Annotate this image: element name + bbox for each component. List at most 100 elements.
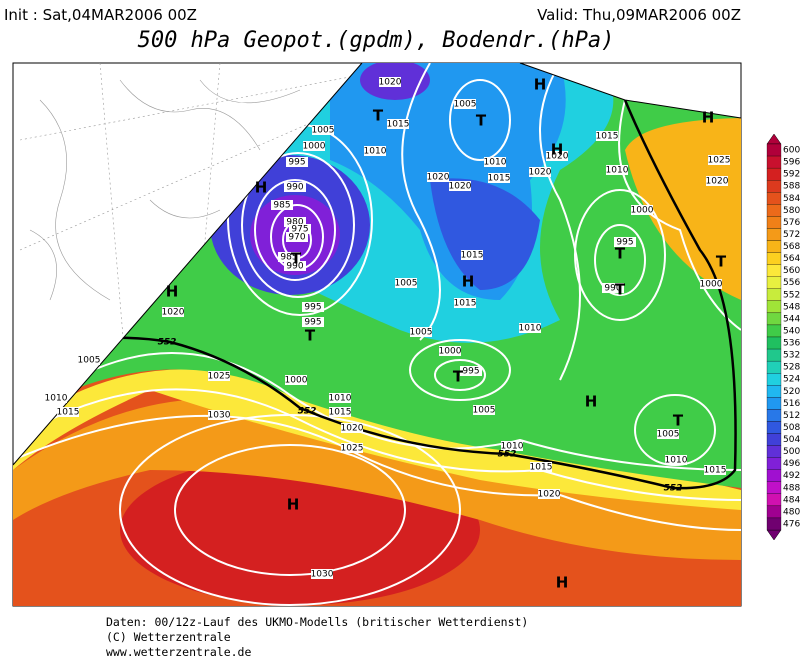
isobar-label: 1005 xyxy=(473,406,496,416)
init-time: Init : Sat,04MAR2006 00Z xyxy=(4,6,197,24)
label-box xyxy=(519,323,541,333)
isobar-label: 1020 xyxy=(427,173,450,183)
colorbar-label: 580 xyxy=(783,206,800,216)
isobar-label: 1015 xyxy=(704,466,727,476)
colorbar-label: 484 xyxy=(783,495,800,505)
colorbar-swatch xyxy=(766,300,782,314)
colorbar-swatch xyxy=(766,385,782,398)
label-box xyxy=(708,155,730,165)
colorbar-swatch xyxy=(766,505,782,519)
isobar-label: 1005 xyxy=(454,100,477,110)
label-box xyxy=(284,182,306,192)
label-box xyxy=(631,205,653,215)
isobar-label: 1010 xyxy=(484,158,507,168)
label-box xyxy=(606,165,628,175)
pressure-center: T xyxy=(673,412,684,430)
isobar-label: 1025 xyxy=(208,372,231,382)
pressure-center: H xyxy=(166,283,179,301)
label-box xyxy=(285,375,307,385)
label-box xyxy=(364,146,386,156)
isobar-label: 1000 xyxy=(631,206,654,216)
colorbar-end xyxy=(766,529,782,541)
colorbar-end xyxy=(766,133,782,145)
colorbar-label: 532 xyxy=(783,351,800,361)
colorbar-label: 504 xyxy=(783,435,800,445)
colorbar-label: 552 xyxy=(783,290,800,300)
pressure-center: H xyxy=(585,393,598,411)
isobar-label: 995 xyxy=(288,158,305,168)
label-box xyxy=(341,443,363,453)
isobar-label: 1000 xyxy=(700,280,723,290)
label-box xyxy=(284,217,306,227)
colorbar-swatch xyxy=(766,192,782,205)
pressure-center: H xyxy=(255,179,268,197)
label-box xyxy=(271,200,293,210)
isobar-label: 1015 xyxy=(596,132,619,142)
pressure-center: T xyxy=(373,107,384,125)
isobar-label: 1020 xyxy=(538,490,561,500)
label-box xyxy=(454,99,476,109)
label-box xyxy=(461,250,483,260)
colorbar-label: 592 xyxy=(783,170,800,180)
isobar-label: 1020 xyxy=(529,168,552,178)
label-box xyxy=(208,410,230,420)
label-box xyxy=(289,224,311,234)
label-box xyxy=(538,489,560,499)
isobar-label: 990 xyxy=(604,284,621,294)
colorbar-swatch xyxy=(766,216,782,229)
colorbar-swatch xyxy=(766,445,782,458)
isobar-label: 1015 xyxy=(329,408,352,418)
label-box xyxy=(657,429,679,439)
isobar-label: 1020 xyxy=(449,182,472,192)
colorbar-label: 576 xyxy=(783,218,800,228)
isobar-label: 1015 xyxy=(488,174,511,184)
label-box xyxy=(665,455,687,465)
isobar-label: 975 xyxy=(291,225,308,235)
colorbar-swatch xyxy=(766,348,782,362)
label-box xyxy=(395,278,417,288)
isobar-label: 1010 xyxy=(45,394,68,404)
pressure-center: H xyxy=(556,574,569,592)
colorbar-label: 568 xyxy=(783,242,800,252)
colorbar-swatch xyxy=(766,155,782,169)
isobar-label: 1000 xyxy=(439,347,462,357)
isobar-label: 1005 xyxy=(410,328,433,338)
label-box xyxy=(162,307,184,317)
label-box xyxy=(284,261,306,271)
label-box xyxy=(439,346,461,356)
isobar-label: 990 xyxy=(286,183,303,193)
isobar-label: 1020 xyxy=(706,177,729,187)
label-box xyxy=(45,393,67,403)
label-box xyxy=(302,317,324,327)
colorbar-swatch xyxy=(766,469,782,482)
isobar-label: 1010 xyxy=(665,456,688,466)
contour-label: 552 xyxy=(498,450,517,460)
colorbar-label: 512 xyxy=(783,411,800,421)
colorbar-label: 524 xyxy=(783,375,800,385)
isobar-label: 1000 xyxy=(285,376,308,386)
isobars xyxy=(13,63,741,606)
label-box xyxy=(379,77,401,87)
colorbar-swatch xyxy=(766,336,782,350)
isobar-label: 980 xyxy=(286,218,303,228)
colorbar-swatch xyxy=(766,240,782,253)
isobar-label: 985 xyxy=(273,201,290,211)
isobar-label: 1020 xyxy=(341,424,364,434)
colorbar-label: 520 xyxy=(783,387,800,397)
colorbar-swatch xyxy=(766,493,782,507)
isobar-label: 1030 xyxy=(208,411,231,421)
contour-label: 552 xyxy=(158,338,177,348)
colorbar-swatch xyxy=(766,517,782,531)
colorbar-label: 560 xyxy=(783,266,800,276)
colorbar-label: 496 xyxy=(783,459,800,469)
isobar-label: 1010 xyxy=(606,166,629,176)
colorbar-swatch xyxy=(766,397,782,410)
colorbar-label: 556 xyxy=(783,278,800,288)
label-box xyxy=(312,125,334,135)
colorbar-swatch xyxy=(766,167,782,181)
label-box xyxy=(303,141,325,151)
isobar-label: 995 xyxy=(616,238,633,248)
isobar-label: 1000 xyxy=(303,142,326,152)
land-outlines xyxy=(19,62,361,421)
